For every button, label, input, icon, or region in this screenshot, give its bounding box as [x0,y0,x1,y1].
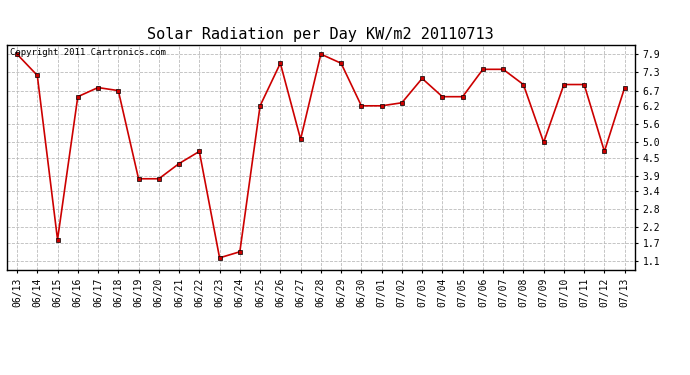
Text: Copyright 2011 Cartronics.com: Copyright 2011 Cartronics.com [10,48,166,57]
Title: Solar Radiation per Day KW/m2 20110713: Solar Radiation per Day KW/m2 20110713 [148,27,494,42]
